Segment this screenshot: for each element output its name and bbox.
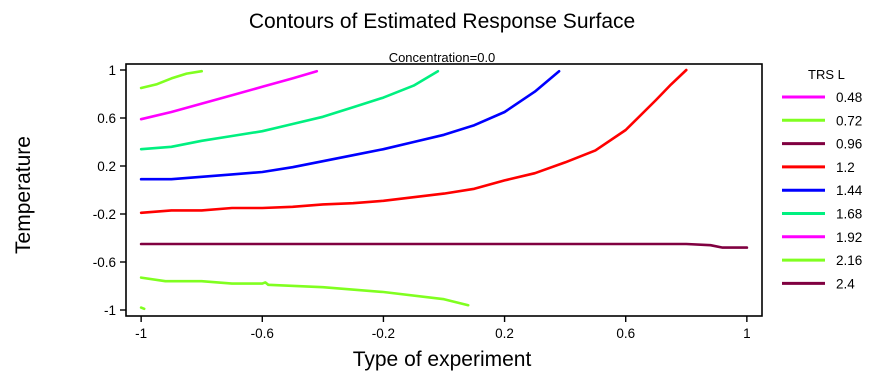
plot-frame (125, 63, 763, 317)
contour-line-0_96-2 (139, 242, 749, 249)
legend: 0.48 0.72 0.96 1.2 1.44 1.68 1.92 2.16 2.4 (782, 90, 863, 291)
y-tick-label: -1 (104, 303, 116, 318)
contour-line-1_68-5 (139, 69, 440, 151)
contour-line-1_2-3 (139, 68, 688, 215)
contour-line-2_16-7 (139, 69, 203, 90)
x-axis-ticks: -1 -0.6 -0.2 0.2 0.6 1 (135, 316, 751, 341)
x-tick-label: 0.6 (616, 326, 635, 341)
legend-label: 1.92 (836, 230, 862, 245)
chart-subtitle: Concentration=0.0 (389, 50, 496, 65)
y-tick-label: -0.2 (93, 207, 116, 222)
contour-line-1_44-4 (139, 69, 561, 181)
legend-label: 1.68 (836, 207, 862, 222)
x-tick-label: -1 (135, 326, 147, 341)
legend-label: 1.2 (836, 160, 855, 175)
y-axis-label: Temperature (12, 136, 35, 254)
x-tick-label: 0.2 (495, 326, 514, 341)
chart-title: Contours of Estimated Response Surface (249, 10, 635, 33)
x-tick-label: -0.6 (251, 326, 274, 341)
x-tick-label: 1 (743, 326, 751, 341)
y-tick-label: 1 (108, 63, 116, 78)
y-tick-label: 0.6 (97, 111, 116, 126)
y-tick-label: 0.2 (97, 159, 116, 174)
contour-line-1_92-6 (139, 69, 319, 121)
y-axis-ticks: 1 0.6 0.2 -0.2 -0.6 -1 (93, 63, 126, 318)
contour-lines (139, 68, 749, 311)
y-tick-label: -0.6 (93, 255, 116, 270)
legend-label: 0.48 (836, 90, 862, 105)
legend-label: 0.72 (836, 113, 862, 128)
legend-label: 0.96 (836, 137, 862, 152)
legend-label: 2.4 (836, 276, 855, 291)
legend-title: TRS L (808, 67, 845, 82)
contour-line-0_72-1 (139, 276, 470, 307)
x-tick-label: -0.2 (372, 326, 395, 341)
legend-label: 1.44 (836, 183, 863, 198)
contour-line-0_72-0 (139, 306, 146, 311)
legend-label: 2.16 (836, 253, 862, 268)
x-axis-label: Type of experiment (353, 348, 532, 371)
